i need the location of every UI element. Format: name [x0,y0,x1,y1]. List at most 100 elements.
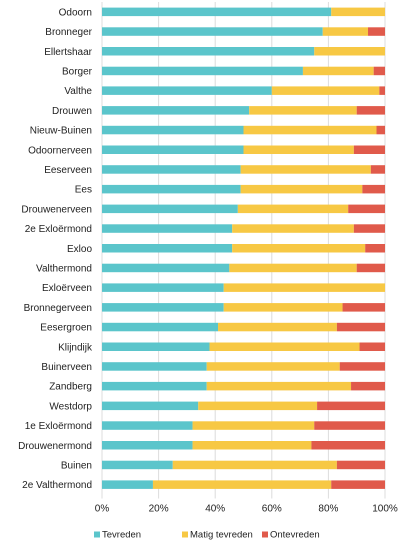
x-tick-label: 80% [318,504,338,515]
bar-segment-tevreden [102,303,224,312]
bar-segment-tevreden [102,27,323,36]
bar-segment-matig-tevreden [240,165,371,174]
bar-segment-matig-tevreden [152,480,332,489]
bar-segment-matig-tevreden [192,421,315,430]
category-label: 2e Valthermond [22,480,92,491]
bar-segment-matig-tevreden [240,184,363,194]
bar-segment-tevreden [102,47,315,56]
bar-segment-matig-tevreden [314,47,385,56]
legend-label: Matig tevreden [190,530,253,541]
bar-segment-ontevreden [336,322,385,332]
legend-label: Tevreden [102,530,141,541]
category-label: Zandberg [49,382,92,393]
bar-segment-tevreden [102,362,207,371]
bar-segment-tevreden [102,421,193,430]
bar-segment-matig-tevreden [229,263,357,273]
bar-segment-tevreden [102,283,224,292]
bar-segment-matig-tevreden [218,322,337,332]
category-label: Nieuw-Buinen [30,126,92,137]
bar-segment-ontevreden [314,421,385,430]
bar-segment-matig-tevreden [206,381,352,391]
bar-segment-ontevreden [339,362,385,371]
bar-segment-matig-tevreden [237,204,349,214]
bar-segment-tevreden [102,184,241,194]
bar-segment-tevreden [102,145,244,154]
bar-segment-matig-tevreden [243,125,377,135]
category-label: Drouwenerveen [21,204,92,215]
bar-segment-ontevreden [356,263,385,273]
bar-segment-matig-tevreden [271,86,380,95]
bar-segment-matig-tevreden [243,145,354,154]
bar-segment-tevreden [102,86,272,95]
x-tick-label: 100% [372,504,398,515]
category-label: Bronnegerveen [24,303,92,314]
x-tick-label: 0% [95,504,110,515]
category-label: 1e Exloërmond [25,421,92,432]
bar-segment-matig-tevreden [223,283,385,292]
bars [102,7,385,489]
bar-segment-matig-tevreden [232,244,366,253]
bar-segment-tevreden [102,263,230,273]
bar-segment-tevreden [102,480,153,489]
category-label: Eeserveen [44,165,92,176]
x-tick-label: 20% [149,504,169,515]
legend-label: Ontevreden [270,530,320,541]
category-label: Drouwenermond [18,441,92,452]
category-label: Ees [75,185,92,196]
x-tick-label: 60% [262,504,282,515]
bar-segment-tevreden [102,66,303,76]
bar-segment-ontevreden [317,401,385,411]
category-label: Exloo [67,244,92,255]
category-labels: Odoorn Bronneger Ellertshaar Borger Valthe Dr… [18,7,93,491]
category-label: Eesergroen [40,323,92,334]
category-label: Buinen [61,460,92,471]
bar-segment-tevreden [102,165,241,174]
category-label: Odoornerveen [28,145,92,156]
bar-segment-tevreden [102,244,233,253]
category-label: Buinerveen [41,362,92,373]
bar-segment-ontevreden [379,86,385,95]
bar-segment-ontevreden [362,184,385,194]
x-tick-label: 40% [205,504,225,515]
bar-segment-matig-tevreden [232,224,354,233]
bar-segment-matig-tevreden [322,27,369,36]
bar-segment-ontevreden [365,244,385,253]
bar-segment-matig-tevreden [209,342,360,351]
category-label: Odoorn [59,7,92,18]
legend-swatch [94,531,100,538]
bar-segment-tevreden [102,342,210,351]
category-label: Westdorp [49,401,92,412]
category-label: Valthermond [36,263,92,274]
category-label: 2e Exloërmond [25,224,92,235]
legend-swatch [182,531,188,538]
bar-segment-ontevreden [376,125,385,135]
bar-segment-matig-tevreden [223,303,343,312]
category-label: Valthe [64,86,92,97]
bar-segment-ontevreden [342,303,385,312]
bar-segment-ontevreden [356,106,385,115]
bar-segment-ontevreden [336,460,385,470]
bar-segment-tevreden [102,204,238,214]
category-label: Bronneger [45,27,92,38]
bar-segment-tevreden [102,7,332,17]
bar-segment-tevreden [102,460,173,470]
legend: Tevreden Matig tevreden Ontevreden [94,530,320,541]
bar-segment-tevreden [102,224,233,233]
bar-segment-matig-tevreden [206,362,340,371]
bar-segment-tevreden [102,381,207,391]
bar-segment-tevreden [102,441,193,450]
bar-segment-matig-tevreden [331,7,385,17]
category-label: Borger [62,66,93,77]
bar-segment-ontevreden [359,342,385,351]
bar-segment-ontevreden [353,224,385,233]
bar-segment-matig-tevreden [172,460,337,470]
bar-segment-matig-tevreden [302,66,374,76]
bar-segment-matig-tevreden [249,106,357,115]
legend-swatch [262,531,268,538]
bar-segment-matig-tevreden [192,441,312,450]
category-label: Drouwen [52,106,92,117]
bar-segment-tevreden [102,322,219,332]
bar-segment-ontevreden [370,165,385,174]
category-label: Exloërveen [42,283,92,294]
bar-segment-ontevreden [351,381,385,391]
